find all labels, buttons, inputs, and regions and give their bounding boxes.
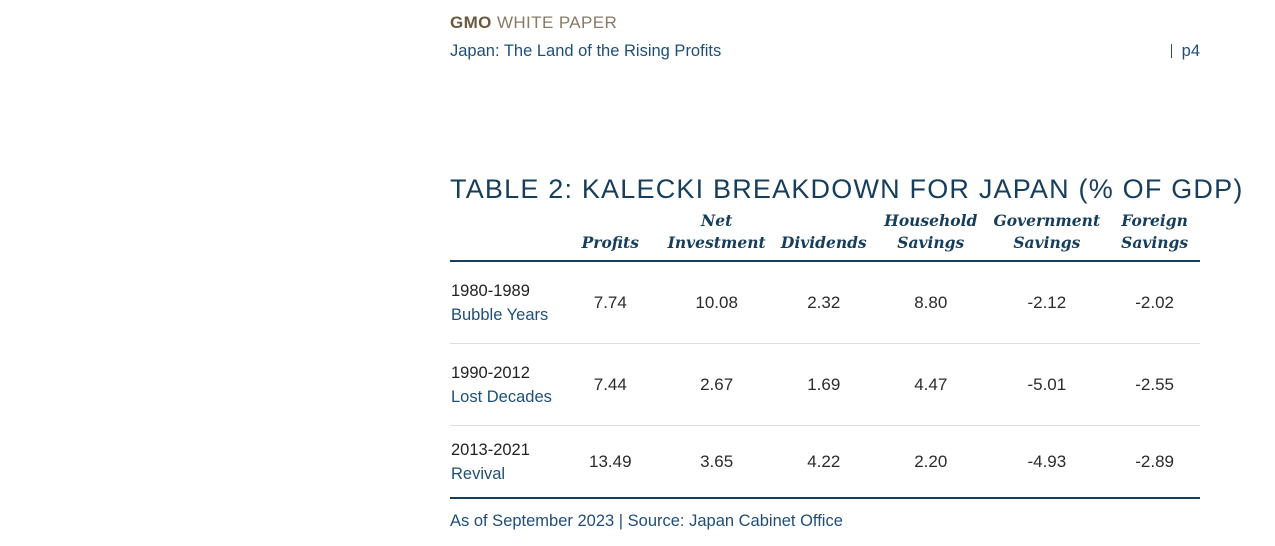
column-header: Dividends — [770, 210, 878, 262]
column-header: Profits — [557, 210, 663, 262]
table-cell: 8.80 — [877, 261, 985, 344]
table-row: 2013-2021 Revival 13.49 3.65 4.22 2.20 -… — [450, 425, 1200, 499]
row-label: 1990-2012 Lost Decades — [450, 343, 558, 426]
table-cell: 10.08 — [662, 261, 771, 344]
kalecki-table: Profits Net Investment Dividends Househol… — [450, 210, 1200, 499]
subtitle-row: Japan: The Land of the Rising Profits p4 — [450, 40, 1200, 62]
table-cell: 7.74 — [557, 261, 663, 344]
era-text: Revival — [451, 464, 506, 483]
table-row: 1990-2012 Lost Decades 7.44 2.67 1.69 4.… — [450, 343, 1200, 426]
table-cell: 4.47 — [877, 343, 985, 426]
era-text: Lost Decades — [451, 387, 552, 406]
page-divider — [1170, 44, 1172, 58]
period-text: 1980-1989 — [451, 281, 530, 300]
table-cell: -4.93 — [984, 425, 1110, 499]
document-header: GMO WHITE PAPER Japan: The Land of the R… — [450, 12, 1200, 62]
column-header: Foreign Savings — [1109, 210, 1200, 262]
table-header-row: Profits Net Investment Dividends Househol… — [450, 210, 1200, 262]
table-cell: -2.12 — [984, 261, 1110, 344]
table-cell: -2.89 — [1109, 425, 1200, 499]
column-header: Household Savings — [877, 210, 985, 262]
table-cell: 3.65 — [662, 425, 771, 499]
table-cell: 13.49 — [557, 425, 663, 499]
table-row: 1980-1989 Bubble Years 7.74 10.08 2.32 8… — [450, 261, 1200, 344]
source-note: As of September 2023 | Source: Japan Cab… — [450, 512, 843, 530]
row-label: 2013-2021 Revival — [450, 425, 558, 499]
document-subtitle: Japan: The Land of the Rising Profits — [450, 42, 722, 60]
column-header: Net Investment — [662, 210, 771, 262]
era-text: Bubble Years — [451, 305, 549, 324]
column-header: Government Savings — [984, 210, 1110, 262]
table-cell: -5.01 — [984, 343, 1110, 426]
table-cell: -2.02 — [1109, 261, 1200, 344]
row-label: 1980-1989 Bubble Years — [450, 261, 558, 344]
period-text: 1990-2012 — [451, 363, 530, 382]
table-cell: 4.22 — [770, 425, 878, 499]
table-cell: 7.44 — [557, 343, 663, 426]
table-cell: -2.55 — [1109, 343, 1200, 426]
table-title: TABLE 2: KALECKI BREAKDOWN FOR JAPAN (% … — [450, 174, 1244, 205]
column-header-period — [450, 210, 558, 262]
page-number: p4 — [1170, 41, 1200, 61]
brand-logo: GMO — [450, 13, 492, 32]
table-cell: 2.67 — [662, 343, 771, 426]
doc-type: WHITE PAPER — [496, 13, 618, 32]
table-cell: 2.20 — [877, 425, 985, 499]
brand-line: GMO WHITE PAPER — [450, 12, 1200, 34]
table-cell: 1.69 — [770, 343, 878, 426]
period-text: 2013-2021 — [451, 440, 530, 459]
table-cell: 2.32 — [770, 261, 878, 344]
page-number-text: p4 — [1181, 41, 1200, 60]
